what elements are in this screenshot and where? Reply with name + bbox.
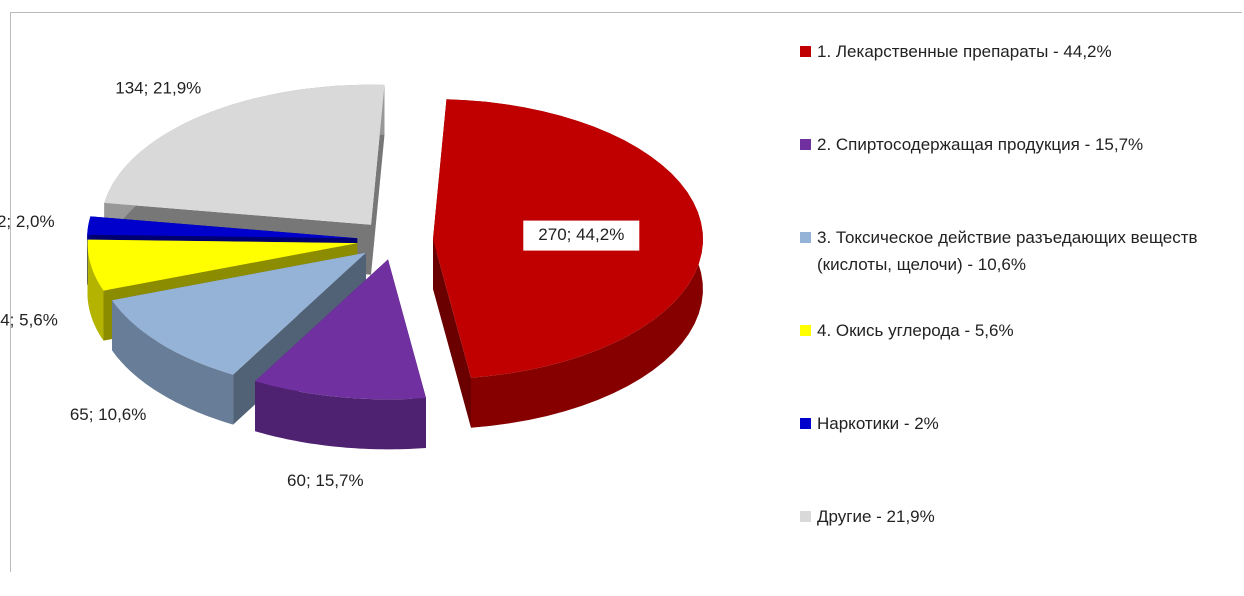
- data-label: 34; 5,6%: [0, 311, 58, 330]
- legend-item: 1. Лекарственные препараты - 44,2%: [800, 38, 1220, 131]
- slice-top: [87, 216, 358, 239]
- slice-wall: [255, 381, 426, 450]
- legend-item: Наркотики - 2%: [800, 410, 1220, 503]
- slice-top: [87, 239, 358, 291]
- legend: 1. Лекарственные препараты - 44,2% 2. Спи…: [800, 38, 1220, 596]
- legend-label: 4. Окись углерода - 5,6%: [817, 321, 1014, 340]
- legend-swatch: [800, 325, 811, 336]
- slice-top: [255, 259, 426, 400]
- chart-frame: [10, 12, 1242, 572]
- legend-swatch: [800, 46, 811, 57]
- legend-swatch: [800, 418, 811, 429]
- legend-swatch: [800, 511, 811, 522]
- legend-label: Другие - 21,9%: [817, 507, 935, 526]
- slice: [433, 99, 703, 428]
- slice-top: [112, 252, 366, 375]
- data-label: 12; 2,0%: [0, 212, 55, 231]
- data-label: 65; 10,6%: [70, 405, 147, 424]
- legend-item: 2. Спиртосодержащая продукция - 15,7%: [800, 131, 1220, 224]
- data-label: 60; 15,7%: [287, 471, 364, 490]
- slice: [255, 259, 426, 450]
- legend-item: 4. Окись углерода - 5,6%: [800, 317, 1220, 410]
- legend-label: 1. Лекарственные препараты - 44,2%: [817, 42, 1112, 61]
- legend-item: 3. Токсическое действие разъедающих веще…: [800, 224, 1220, 317]
- legend-label: 2. Спиртосодержащая продукция - 15,7%: [817, 135, 1144, 154]
- slice-top: [104, 84, 385, 225]
- chart: 270; 44,2% 60; 15,7% 65; 10,6% 34; 5,6% 12; …: [0, 78, 703, 490]
- slice-wall: [87, 239, 104, 341]
- slice-side: [433, 239, 471, 428]
- label-box: [523, 220, 640, 251]
- legend-swatch: [800, 232, 811, 243]
- legend-swatch: [800, 139, 811, 150]
- legend-label: 3. Токсическое действие разъедающих веще…: [817, 228, 1198, 274]
- legend-label: Наркотики - 2%: [817, 414, 939, 433]
- page: 270; 44,2% 60; 15,7% 65; 10,6% 34; 5,6% 12; …: [0, 12, 1242, 572]
- data-label: 134; 21,9%: [115, 78, 201, 97]
- data-label: 270; 44,2%: [538, 225, 624, 244]
- legend-item: Другие - 21,9%: [800, 503, 1220, 596]
- slice-wall: [112, 300, 234, 425]
